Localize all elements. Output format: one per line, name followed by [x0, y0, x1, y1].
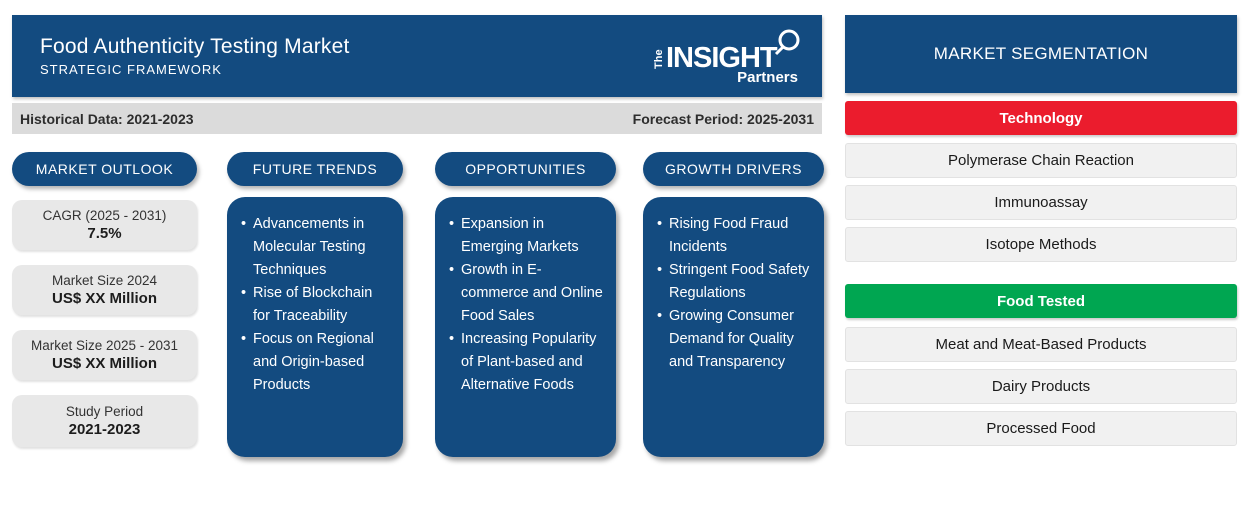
period-bar: Historical Data: 2021-2023 Forecast Peri… — [12, 103, 822, 134]
cagr-value: 7.5% — [87, 225, 122, 242]
future-trends-list: Advancements in Molecular Testing Techni… — [227, 197, 403, 397]
logo-partners-text: Partners — [737, 69, 798, 85]
market-segmentation-header: MARKET SEGMENTATION — [845, 15, 1237, 93]
market-size-2024-value: US$ XX Million — [51, 290, 157, 307]
market-size-2024-card: Market Size 2024 US$ XX Million — [12, 265, 197, 315]
historical-data-label: Historical Data: 2021-2023 — [20, 110, 194, 127]
future-trends-pill: FUTURE TRENDS — [227, 152, 403, 186]
header-banner: Food Authenticity Testing Market STRATEG… — [12, 15, 822, 97]
insight-partners-logo: The INSIGHT Partners — [646, 27, 806, 85]
market-size-forecast-value: US$ XX Million — [51, 355, 157, 372]
list-item: Growing Consumer Demand for Quality and … — [657, 305, 812, 374]
magnifier-handle-icon — [774, 45, 785, 56]
growth-drivers-box: Rising Food Fraud Incidents Stringent Fo… — [643, 197, 824, 457]
market-size-forecast-card: Market Size 2025 - 2031 US$ XX Million — [12, 330, 197, 380]
segment-row-processed-food: Processed Food — [845, 411, 1237, 446]
page-title: Food Authenticity Testing Market — [40, 35, 350, 58]
page-subtitle: STRATEGIC FRAMEWORK — [40, 62, 222, 77]
study-period-card: Study Period 2021-2023 — [12, 395, 197, 447]
list-item: Advancements in Molecular Testing Techni… — [241, 213, 391, 282]
growth-drivers-list: Rising Food Fraud Incidents Stringent Fo… — [643, 197, 824, 374]
growth-drivers-pill: GROWTH DRIVERS — [643, 152, 824, 186]
market-outlook-pill: MARKET OUTLOOK — [12, 152, 197, 186]
segment-row-dairy-products: Dairy Products — [845, 369, 1237, 404]
segment-row-isotope-methods: Isotope Methods — [845, 227, 1237, 262]
list-item: Rising Food Fraud Incidents — [657, 213, 812, 259]
logo-the-text: The — [653, 49, 665, 69]
opportunities-box: Expansion in Emerging Markets Growth in … — [435, 197, 616, 457]
opportunities-list: Expansion in Emerging Markets Growth in … — [435, 197, 616, 397]
list-item: Increasing Popularity of Plant-based and… — [449, 328, 604, 397]
market-size-forecast-label: Market Size 2025 - 2031 — [30, 338, 179, 353]
magnifier-circle-icon — [778, 29, 800, 51]
list-item: Stringent Food Safety Regulations — [657, 259, 812, 305]
food-tested-group-bar: Food Tested — [845, 284, 1237, 318]
list-item: Expansion in Emerging Markets — [449, 213, 604, 259]
header-text: Food Authenticity Testing Market STRATEG… — [40, 35, 350, 77]
segment-row-pcr: Polymerase Chain Reaction — [845, 143, 1237, 178]
market-size-2024-label: Market Size 2024 — [51, 273, 158, 288]
technology-group-bar: Technology — [845, 101, 1237, 135]
cagr-label: CAGR (2025 - 2031) — [42, 208, 167, 223]
cagr-card: CAGR (2025 - 2031) 7.5% — [12, 200, 197, 250]
segment-row-meat-products: Meat and Meat-Based Products — [845, 327, 1237, 362]
study-period-value: 2021-2023 — [68, 421, 141, 438]
list-item: Growth in E-commerce and Online Food Sal… — [449, 259, 604, 328]
list-item: Rise of Blockchain for Traceability — [241, 282, 391, 328]
study-period-label: Study Period — [65, 404, 144, 419]
opportunities-pill: OPPORTUNITIES — [435, 152, 616, 186]
future-trends-box: Advancements in Molecular Testing Techni… — [227, 197, 403, 457]
logo-insight-text: INSIGHT — [666, 42, 778, 74]
list-item: Focus on Regional and Origin-based Produ… — [241, 328, 391, 397]
forecast-period-label: Forecast Period: 2025-2031 — [632, 110, 814, 127]
segment-row-immunoassay: Immunoassay — [845, 185, 1237, 220]
logo-graphic: The INSIGHT Partners — [653, 29, 800, 85]
